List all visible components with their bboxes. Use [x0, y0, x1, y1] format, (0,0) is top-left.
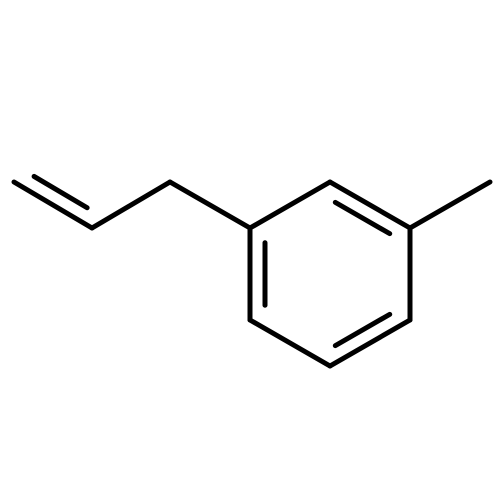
- molecule-diagram: [0, 0, 500, 500]
